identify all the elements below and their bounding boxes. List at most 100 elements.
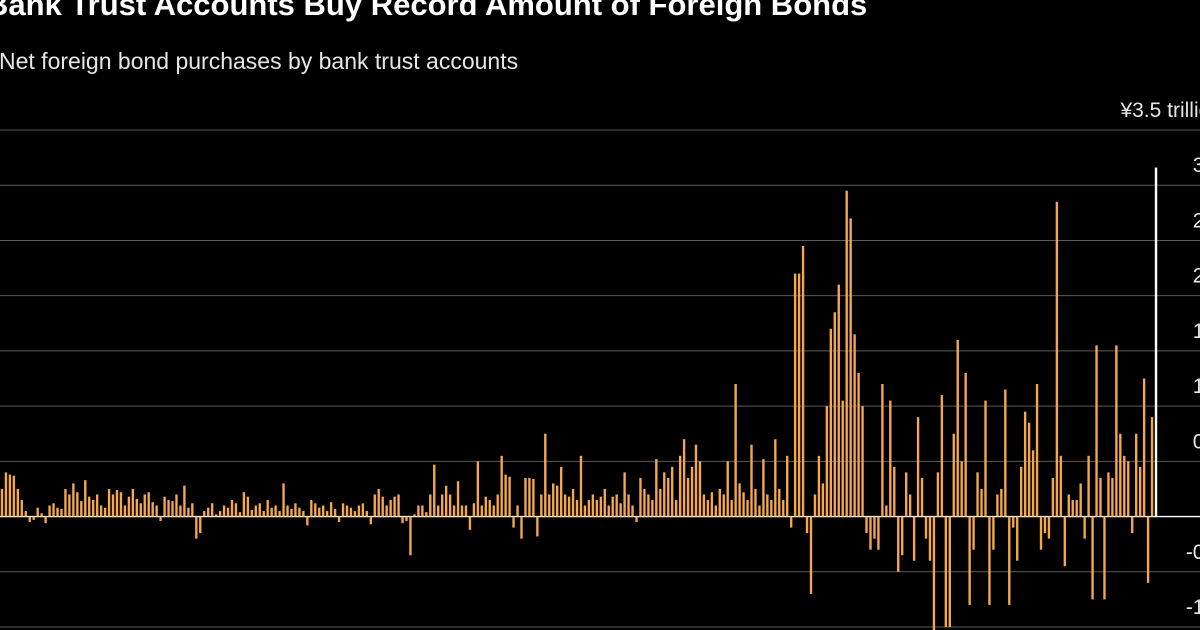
bar	[250, 509, 254, 517]
bar	[40, 513, 43, 517]
bar	[1055, 201, 1059, 517]
bar	[1047, 516, 1051, 539]
bar	[72, 483, 75, 517]
bar	[103, 507, 107, 517]
bar	[1131, 516, 1134, 534]
bar	[837, 284, 840, 517]
bar	[56, 507, 59, 517]
bar	[8, 474, 12, 517]
bar	[778, 488, 781, 517]
bar	[314, 503, 317, 517]
bar	[353, 511, 357, 517]
bar	[405, 516, 408, 521]
bar	[337, 516, 341, 523]
bar	[1039, 516, 1043, 550]
bar	[88, 496, 91, 517]
bar	[84, 480, 87, 517]
y-tick-label: 2.0	[1193, 265, 1200, 288]
bar	[968, 516, 971, 605]
bar	[742, 492, 745, 517]
bar	[440, 494, 444, 517]
bar	[119, 492, 123, 517]
bar	[766, 494, 769, 517]
bar	[750, 444, 753, 517]
bar	[1111, 477, 1114, 517]
bar	[16, 488, 20, 517]
bar	[28, 516, 31, 523]
bar	[508, 476, 511, 517]
bar	[183, 485, 186, 517]
bar	[893, 466, 896, 517]
bar	[948, 516, 951, 627]
bar	[1035, 384, 1039, 517]
bar	[302, 511, 305, 517]
bar	[278, 511, 281, 517]
bar	[1063, 516, 1066, 567]
bar	[464, 505, 468, 517]
bar	[36, 507, 39, 517]
bar	[797, 273, 801, 517]
y-tick-label: 0.5	[1193, 430, 1200, 453]
bar	[365, 511, 369, 517]
bar	[417, 505, 420, 517]
bar	[171, 501, 174, 517]
bar	[139, 503, 142, 517]
bar	[885, 505, 888, 517]
bar	[595, 499, 599, 517]
bar	[516, 505, 519, 517]
bar	[1087, 455, 1090, 517]
bar	[175, 494, 178, 517]
bar	[381, 496, 384, 517]
bar	[44, 516, 47, 524]
y-tick-label: 1.0	[1193, 375, 1200, 398]
bar	[782, 499, 785, 517]
bar	[738, 483, 741, 517]
bar	[678, 455, 682, 517]
bar	[1000, 488, 1003, 517]
bar	[813, 494, 817, 517]
bar	[12, 475, 16, 517]
bar	[444, 485, 448, 517]
bar	[318, 507, 321, 517]
bar	[552, 483, 555, 517]
bar	[853, 334, 856, 517]
bar	[730, 499, 733, 517]
bar	[944, 516, 948, 627]
bar	[861, 406, 864, 517]
bar	[706, 499, 710, 517]
bar	[897, 516, 900, 572]
bar	[131, 488, 135, 517]
bar	[306, 516, 309, 526]
bar	[413, 514, 416, 517]
bar	[456, 481, 460, 517]
bar	[286, 505, 289, 517]
bar	[345, 505, 349, 517]
bar	[607, 505, 610, 517]
bar	[1079, 483, 1082, 517]
bar	[262, 511, 265, 517]
bar	[369, 516, 372, 525]
bar	[0, 488, 4, 517]
bar	[480, 505, 484, 517]
bar	[698, 461, 702, 517]
bar	[873, 516, 876, 539]
bar	[865, 516, 868, 534]
bar	[754, 488, 757, 517]
bar	[936, 472, 940, 517]
bar	[774, 439, 777, 517]
bar	[115, 490, 119, 517]
bar	[433, 464, 436, 517]
bar	[1091, 516, 1094, 600]
bar	[829, 328, 833, 517]
bar	[881, 384, 884, 517]
bar	[333, 508, 337, 517]
bar	[746, 499, 749, 517]
bar	[960, 461, 963, 517]
bar	[1012, 516, 1015, 528]
bar	[631, 505, 634, 517]
bar	[1059, 455, 1063, 517]
bar	[639, 477, 642, 517]
bar	[1043, 516, 1047, 534]
bar	[702, 494, 706, 517]
bar	[869, 516, 872, 550]
